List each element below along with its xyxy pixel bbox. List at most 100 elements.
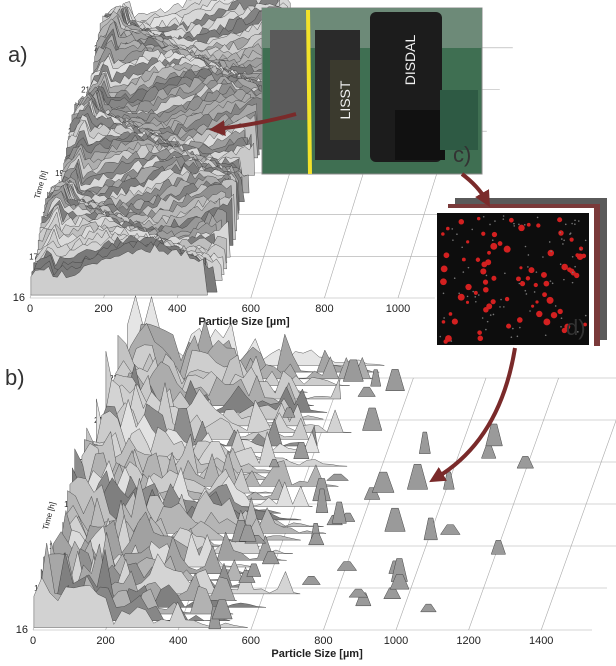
particle: [440, 278, 447, 285]
particle: [513, 223, 515, 225]
x-tick-label: 0: [27, 303, 33, 315]
particle: [557, 217, 562, 222]
particle: [504, 246, 511, 253]
particle: [531, 305, 534, 308]
particle: [561, 238, 563, 240]
particle: [446, 227, 450, 231]
particle: [503, 306, 505, 308]
particle: [580, 248, 582, 250]
particle: [511, 336, 513, 338]
particle: [443, 339, 447, 343]
surface-peak: [302, 576, 320, 584]
surface-peak: [332, 502, 346, 523]
particle: [517, 317, 523, 323]
particle: [491, 276, 496, 281]
particle: [558, 230, 563, 235]
particle: [492, 239, 494, 241]
particle: [458, 292, 460, 294]
particle: [572, 282, 574, 284]
particle: [461, 246, 463, 248]
particle: [451, 228, 453, 230]
instrument-label: DISDAL: [402, 35, 418, 86]
particle: [456, 233, 458, 235]
particle: [537, 217, 539, 219]
particle: [536, 271, 538, 273]
particle: [529, 310, 531, 312]
surface-peak: [337, 562, 356, 571]
particle: [552, 283, 554, 285]
particle: [483, 216, 485, 218]
surface-peak: [491, 540, 505, 554]
surface-peak: [358, 387, 375, 396]
surface-peak: [440, 525, 460, 535]
x-tick-label: 600: [242, 635, 260, 647]
particle: [544, 281, 550, 287]
particle: [561, 264, 568, 271]
particle: [572, 256, 574, 258]
particle: [518, 224, 520, 226]
particle: [565, 224, 567, 226]
y-axis-label: Time [h]: [33, 170, 49, 200]
surface-peak: [384, 588, 401, 599]
particle: [557, 309, 562, 314]
particle: [489, 224, 491, 226]
particle: [536, 223, 540, 227]
particle: [504, 273, 506, 275]
particle: [528, 254, 530, 256]
particle: [463, 271, 465, 273]
particle: [578, 220, 580, 222]
x-tick-label: 400: [168, 303, 186, 315]
surface-peak: [247, 564, 261, 577]
particle: [527, 266, 529, 268]
particle: [505, 297, 509, 301]
particle: [513, 225, 515, 227]
x-axis-label: Particle Size [µm]: [271, 648, 363, 660]
particle: [574, 273, 579, 278]
particle: [490, 314, 492, 316]
particle: [490, 243, 497, 250]
particle: [481, 262, 487, 268]
particle: [555, 305, 557, 307]
surface-peak: [421, 604, 437, 612]
particle: [468, 267, 470, 269]
particle: [545, 334, 547, 336]
x-tick-label: 600: [242, 303, 260, 315]
y-axis-label: Time [h]: [41, 501, 57, 531]
particle: [524, 224, 526, 226]
particle: [517, 336, 519, 338]
particle: [519, 327, 521, 329]
surface-peak: [385, 508, 405, 531]
particle: [525, 290, 527, 292]
particle: [519, 283, 521, 285]
particle: [509, 218, 514, 223]
particle: [483, 287, 489, 293]
particle: [500, 299, 502, 301]
x-tick-label: 200: [96, 635, 114, 647]
particle: [536, 311, 542, 317]
particle: [534, 283, 538, 287]
particle: [442, 320, 446, 324]
particle: [452, 239, 454, 241]
particle: [467, 296, 469, 298]
photo-deck: [440, 90, 478, 150]
particle: [449, 312, 453, 316]
x-tick-label: 1400: [529, 635, 553, 647]
x-tick-label: 1000: [384, 635, 408, 647]
particle: [471, 229, 473, 231]
particle: [452, 319, 458, 325]
particle: [541, 272, 547, 278]
surface-peak: [424, 518, 438, 540]
particle: [472, 291, 474, 293]
particle: [562, 243, 564, 245]
particle: [477, 217, 480, 220]
particle: [577, 253, 584, 260]
particle: [458, 294, 465, 301]
particle: [459, 219, 465, 225]
particle: [454, 277, 456, 279]
particle: [550, 280, 552, 282]
particle: [535, 300, 538, 303]
particle: [485, 329, 487, 331]
x-tick-label: 400: [169, 635, 187, 647]
particle: [466, 240, 469, 243]
particle: [518, 225, 525, 232]
